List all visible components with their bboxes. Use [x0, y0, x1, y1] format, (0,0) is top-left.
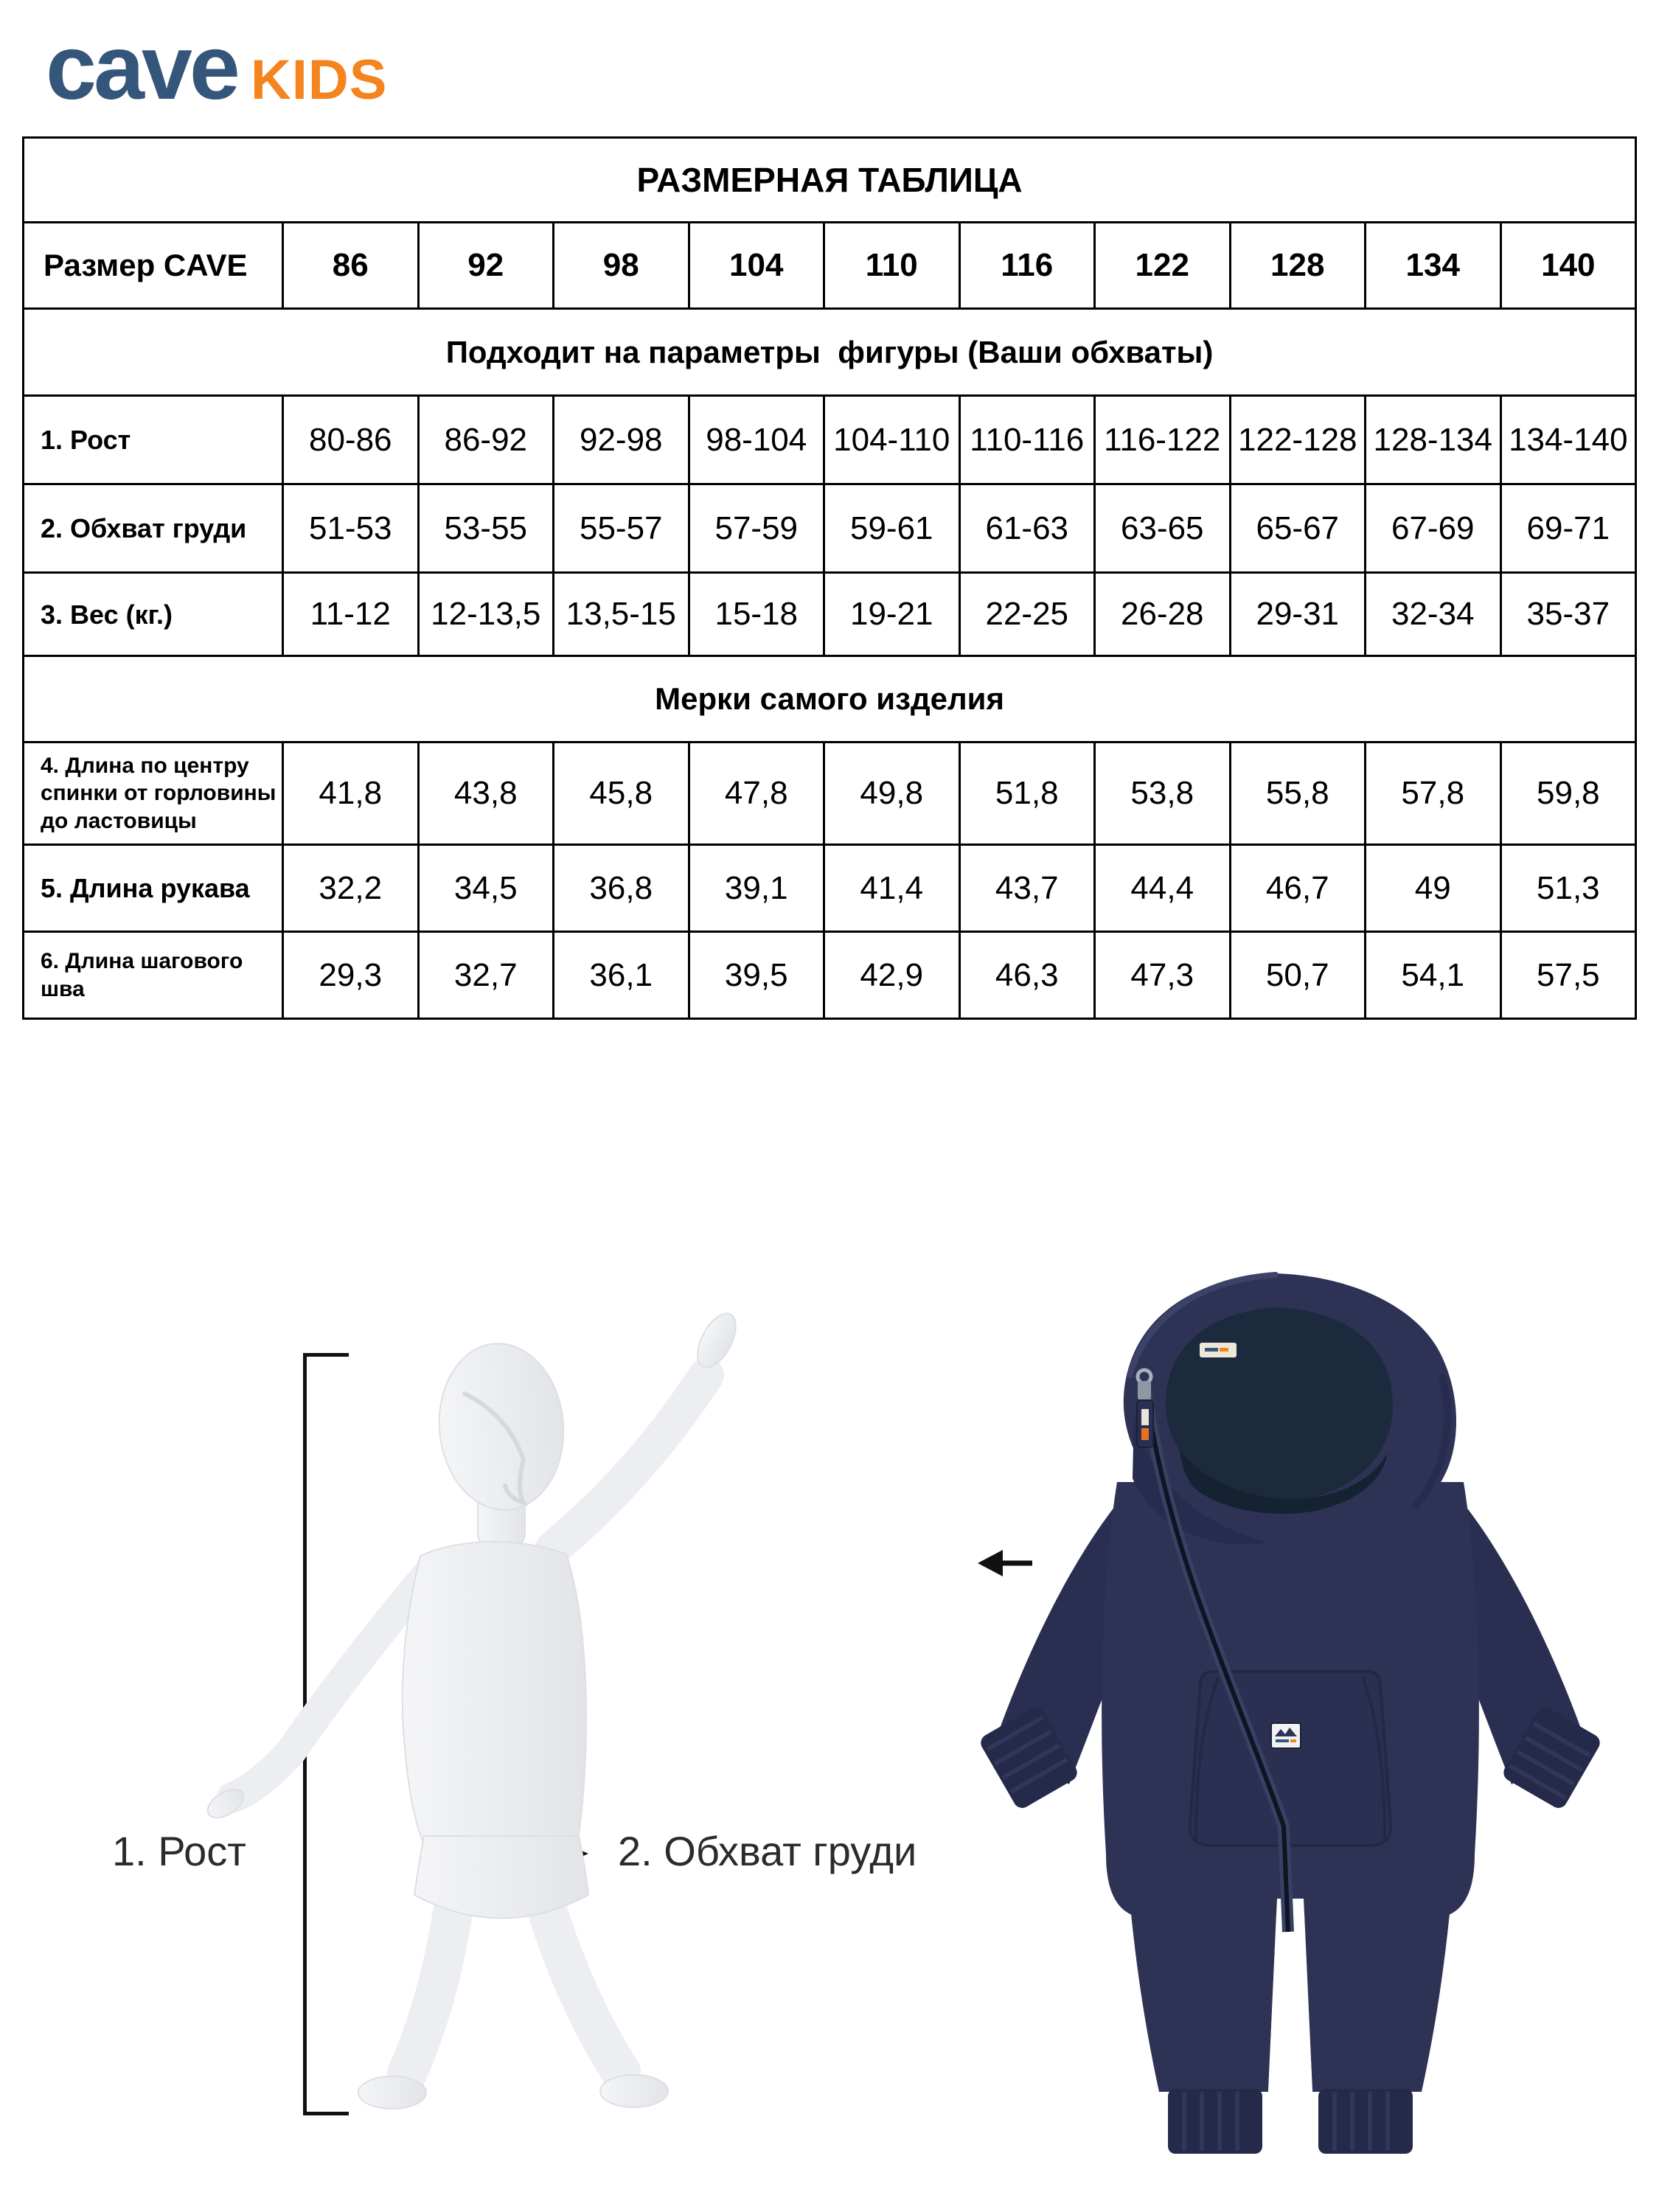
- size-table: РАЗМЕРНАЯ ТАБЛИЦА Размер CAVE 86 92 98 104 110…: [21, 136, 1638, 1020]
- section-header: Мерки самого изделия: [21, 655, 1638, 743]
- measure-value-cell: 110-116: [958, 394, 1096, 485]
- measure-value-cell: 22-25: [958, 571, 1096, 657]
- measure-value-cell: 43,8: [417, 741, 554, 846]
- measure-value-cell: 26-28: [1093, 571, 1231, 657]
- measure-row-label: 2. Обхват груди: [22, 483, 284, 574]
- measure-value-cell: 86-92: [417, 394, 554, 485]
- measure-value-cell: 128-134: [1364, 394, 1502, 485]
- measure-value-cell: 53,8: [1093, 741, 1231, 846]
- measure-value-cell: 32,7: [417, 931, 554, 1020]
- mannequin-image: [206, 1312, 737, 2110]
- measure-value-cell: 57,8: [1364, 741, 1502, 846]
- brand-logo-cave: cave: [46, 17, 240, 119]
- measure-value-cell: 36,1: [552, 931, 690, 1020]
- measure-value-cell: 49,8: [823, 741, 961, 846]
- table-title: РАЗМЕРНАЯ ТАБЛИЦА: [21, 136, 1638, 223]
- measure-value-cell: 65-67: [1228, 483, 1366, 574]
- measure-value-cell: 92-98: [552, 394, 690, 485]
- measure-row-label: 4. Длина по центру спинки от горловины д…: [22, 741, 284, 846]
- size-cell: 104: [687, 221, 825, 310]
- measure-value-cell: 51,8: [958, 741, 1096, 846]
- measure-value-cell: 57,5: [1499, 931, 1638, 1020]
- measure-value-cell: 44,4: [1093, 844, 1231, 933]
- measure-row-label: 5. Длина рукава: [22, 844, 284, 933]
- measure-value-cell: 41,8: [282, 741, 420, 846]
- chest-label: 2. Обхват груди: [618, 1828, 917, 1874]
- size-cell: 134: [1364, 221, 1502, 310]
- measure-value-cell: 47,8: [687, 741, 825, 846]
- measure-value-cell: 57-59: [687, 483, 825, 574]
- measure-value-cell: 104-110: [823, 394, 961, 485]
- jumpsuit-image: [981, 1272, 1600, 2154]
- measure-value-cell: 11-12: [282, 571, 420, 657]
- size-cell: 86: [282, 221, 420, 310]
- measure-value-cell: 51,3: [1499, 844, 1638, 933]
- measure-value-cell: 41,4: [823, 844, 961, 933]
- jumpsuit-pocket: [1188, 1670, 1393, 1847]
- measure-value-cell: 80-86: [282, 394, 420, 485]
- measure-value-cell: 47,3: [1093, 931, 1231, 1020]
- measure-value-cell: 42,9: [823, 931, 961, 1020]
- measure-value-cell: 36,8: [552, 844, 690, 933]
- measure-value-cell: 50,7: [1228, 931, 1366, 1020]
- height-measure-cap-bottom: [303, 2112, 349, 2115]
- size-cell: 122: [1093, 221, 1231, 310]
- height-label: 1. Рост: [112, 1828, 246, 1874]
- size-cell: 128: [1228, 221, 1366, 310]
- measure-value-cell: 116-122: [1093, 394, 1231, 485]
- measure-value-cell: 46,3: [958, 931, 1096, 1020]
- jumpsuit-logo-patch: [1270, 1722, 1301, 1749]
- height-measure-cap-top: [303, 1353, 349, 1357]
- measure-value-cell: 13,5-15: [552, 571, 690, 657]
- measure-value-cell: 35-37: [1499, 571, 1638, 657]
- measure-value-cell: 51-53: [282, 483, 420, 574]
- measure-value-cell: 134-140: [1499, 394, 1638, 485]
- measure-value-cell: 12-13,5: [417, 571, 554, 657]
- size-cell: 98: [552, 221, 690, 310]
- measure-value-cell: 43,7: [958, 844, 1096, 933]
- measure-value-cell: 34,5: [417, 844, 554, 933]
- jumpsuit-neck-tag: [1200, 1343, 1237, 1357]
- measure-value-cell: 54,1: [1364, 931, 1502, 1020]
- measure-value-cell: 29,3: [282, 931, 420, 1020]
- brand-logo: cave KIDS: [46, 22, 387, 114]
- size-cell: 116: [958, 221, 1096, 310]
- section-header: Подходит на параметры фигуры (Ваши обхва…: [21, 307, 1638, 397]
- measure-value-cell: 39,1: [687, 844, 825, 933]
- measure-value-cell: 39,5: [687, 931, 825, 1020]
- jumpsuit-left-leg: [1130, 1899, 1277, 2092]
- measure-value-cell: 53-55: [417, 483, 554, 574]
- measure-value-cell: 29-31: [1228, 571, 1366, 657]
- size-row-label: Размер CAVE: [22, 221, 284, 310]
- measure-value-cell: 32-34: [1364, 571, 1502, 657]
- size-cell: 140: [1499, 221, 1638, 310]
- measure-row-label: 3. Вес (кг.): [22, 571, 284, 657]
- measure-value-cell: 59,8: [1499, 741, 1638, 846]
- jumpsuit-ankle-cuffs: [1168, 2089, 1413, 2154]
- measure-value-cell: 98-104: [687, 394, 825, 485]
- measure-value-cell: 45,8: [552, 741, 690, 846]
- measure-value-cell: 32,2: [282, 844, 420, 933]
- measure-value-cell: 61-63: [958, 483, 1096, 574]
- jumpsuit-zipper: [1135, 1368, 1294, 1933]
- measure-value-cell: 55-57: [552, 483, 690, 574]
- measure-value-cell: 59-61: [823, 483, 961, 574]
- measure-value-cell: 69-71: [1499, 483, 1638, 574]
- size-cell: 110: [823, 221, 961, 310]
- measure-value-cell: 55,8: [1228, 741, 1366, 846]
- measure-row-label: 1. Рост: [22, 394, 284, 485]
- garment-pointer-arrow: [978, 1550, 1032, 1576]
- measure-value-cell: 122-128: [1228, 394, 1366, 485]
- size-cell: 92: [417, 221, 554, 310]
- measure-value-cell: 19-21: [823, 571, 961, 657]
- measure-value-cell: 46,7: [1228, 844, 1366, 933]
- brand-logo-kids: KIDS: [250, 49, 388, 111]
- measure-value-cell: 67-69: [1364, 483, 1502, 574]
- jumpsuit-right-leg: [1304, 1899, 1451, 2092]
- measure-value-cell: 63-65: [1093, 483, 1231, 574]
- measure-value-cell: 15-18: [687, 571, 825, 657]
- measure-value-cell: 49: [1364, 844, 1502, 933]
- measure-row-label: 6. Длина шагового шва: [22, 931, 284, 1020]
